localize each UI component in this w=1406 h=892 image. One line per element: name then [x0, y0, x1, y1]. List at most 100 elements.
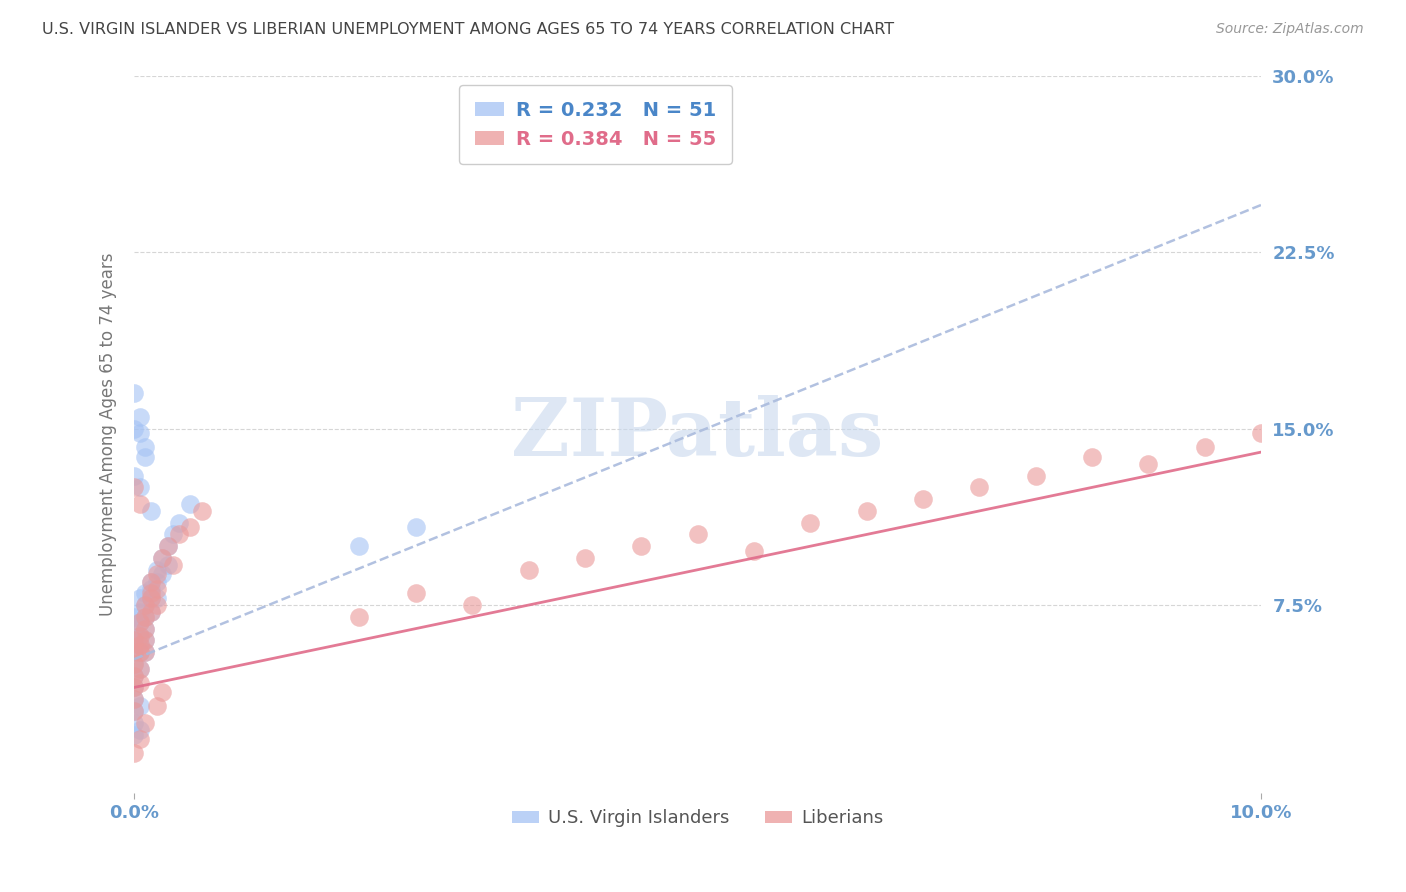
Point	[179, 497, 201, 511]
Point	[145, 567, 167, 582]
Point	[122, 692, 145, 706]
Point	[349, 610, 371, 624]
Point	[122, 610, 145, 624]
Point	[162, 527, 184, 541]
Point	[742, 544, 765, 558]
Point	[122, 668, 145, 682]
Point	[122, 468, 145, 483]
Point	[1137, 457, 1160, 471]
Point	[128, 732, 150, 747]
Text: ZIPatlas: ZIPatlas	[512, 395, 884, 474]
Point	[122, 704, 145, 718]
Point	[517, 563, 540, 577]
Point	[134, 610, 156, 624]
Point	[150, 567, 173, 582]
Point	[150, 551, 173, 566]
Point	[156, 539, 179, 553]
Point	[630, 539, 652, 553]
Point	[122, 480, 145, 494]
Point	[122, 692, 145, 706]
Point	[128, 638, 150, 652]
Point	[128, 615, 150, 629]
Point	[1081, 450, 1104, 464]
Text: U.S. VIRGIN ISLANDER VS LIBERIAN UNEMPLOYMENT AMONG AGES 65 TO 74 YEARS CORRELAT: U.S. VIRGIN ISLANDER VS LIBERIAN UNEMPLO…	[42, 22, 894, 37]
Point	[139, 586, 162, 600]
Point	[969, 480, 991, 494]
Point	[128, 645, 150, 659]
Point	[134, 715, 156, 730]
Point	[167, 516, 190, 530]
Point	[911, 492, 934, 507]
Point	[134, 622, 156, 636]
Point	[139, 591, 162, 605]
Point	[122, 657, 145, 671]
Point	[139, 574, 162, 589]
Point	[128, 591, 150, 605]
Point	[405, 586, 427, 600]
Point	[156, 558, 179, 572]
Legend: U.S. Virgin Islanders, Liberians: U.S. Virgin Islanders, Liberians	[505, 802, 891, 835]
Point	[150, 685, 173, 699]
Point	[122, 715, 145, 730]
Point	[405, 520, 427, 534]
Point	[139, 504, 162, 518]
Point	[128, 497, 150, 511]
Point	[167, 527, 190, 541]
Point	[128, 638, 150, 652]
Point	[179, 520, 201, 534]
Point	[122, 645, 145, 659]
Point	[128, 645, 150, 659]
Point	[150, 551, 173, 566]
Point	[156, 539, 179, 553]
Point	[139, 605, 162, 619]
Point	[122, 681, 145, 695]
Point	[145, 598, 167, 612]
Point	[122, 681, 145, 695]
Point	[128, 662, 150, 676]
Point	[145, 563, 167, 577]
Point	[134, 610, 156, 624]
Point	[128, 629, 150, 643]
Point	[128, 723, 150, 737]
Point	[134, 598, 156, 612]
Point	[686, 527, 709, 541]
Point	[139, 574, 162, 589]
Point	[139, 591, 162, 605]
Point	[128, 426, 150, 441]
Point	[134, 586, 156, 600]
Point	[145, 582, 167, 596]
Text: Source: ZipAtlas.com: Source: ZipAtlas.com	[1216, 22, 1364, 37]
Point	[349, 539, 371, 553]
Point	[134, 645, 156, 659]
Point	[128, 605, 150, 619]
Point	[1194, 441, 1216, 455]
Point	[134, 633, 156, 648]
Point	[122, 386, 145, 401]
Point	[122, 633, 145, 648]
Point	[128, 480, 150, 494]
Point	[134, 441, 156, 455]
Point	[145, 699, 167, 714]
Point	[122, 727, 145, 741]
Point	[190, 504, 212, 518]
Point	[122, 421, 145, 435]
Point	[139, 605, 162, 619]
Point	[128, 662, 150, 676]
Point	[134, 598, 156, 612]
Point	[128, 699, 150, 714]
Point	[134, 622, 156, 636]
Point	[134, 645, 156, 659]
Point	[122, 668, 145, 682]
Y-axis label: Unemployment Among Ages 65 to 74 years: Unemployment Among Ages 65 to 74 years	[100, 252, 117, 616]
Point	[162, 558, 184, 572]
Point	[1025, 468, 1047, 483]
Point	[145, 574, 167, 589]
Point	[122, 633, 145, 648]
Point	[122, 622, 145, 636]
Point	[1250, 426, 1272, 441]
Point	[122, 747, 145, 761]
Point	[134, 450, 156, 464]
Point	[128, 615, 150, 629]
Point	[799, 516, 821, 530]
Point	[574, 551, 596, 566]
